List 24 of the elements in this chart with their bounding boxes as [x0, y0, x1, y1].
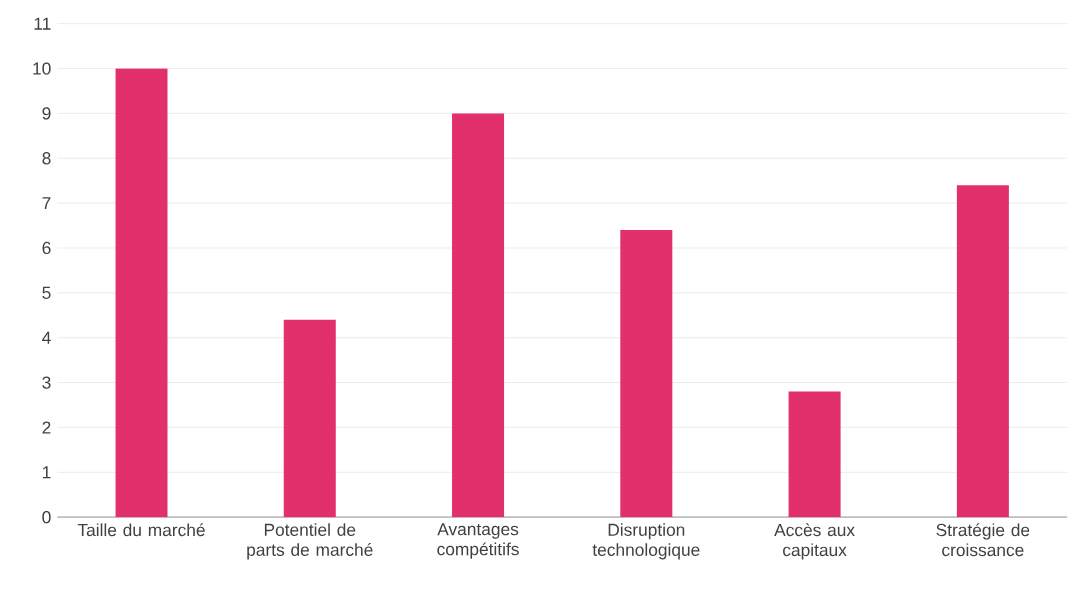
- y-tick-label: 3: [42, 376, 51, 389]
- y-tick-label: 4: [42, 331, 51, 344]
- x-tick-label: Accès aux capitaux: [774, 523, 855, 560]
- y-tick-label: 5: [42, 286, 51, 299]
- x-tick-label: Taille du marché: [77, 523, 205, 537]
- y-tick-label: 1: [42, 466, 51, 479]
- x-tick-label: Stratégie de croissance: [936, 523, 1030, 557]
- x-tick-label: Disruption technologique: [592, 523, 700, 560]
- x-tick-label: Potentiel de parts de marché: [247, 523, 373, 560]
- bar: [788, 391, 841, 518]
- y-tick-label: 11: [34, 17, 51, 30]
- x-tick-label: Avantages compétitifs: [437, 523, 519, 559]
- y-tick-label: 9: [42, 107, 51, 120]
- bar: [283, 319, 336, 518]
- bar: [620, 229, 673, 518]
- y-tick-label: 6: [42, 241, 51, 255]
- y-tick-label: 2: [42, 421, 51, 434]
- bar: [956, 185, 1009, 518]
- y-tick-label: 7: [42, 197, 51, 209]
- y-tick-label: 8: [42, 152, 51, 165]
- y-tick-label: 10: [33, 62, 51, 75]
- y-tick-label: 0: [42, 510, 51, 524]
- bar: [452, 113, 505, 518]
- bar: [115, 68, 168, 518]
